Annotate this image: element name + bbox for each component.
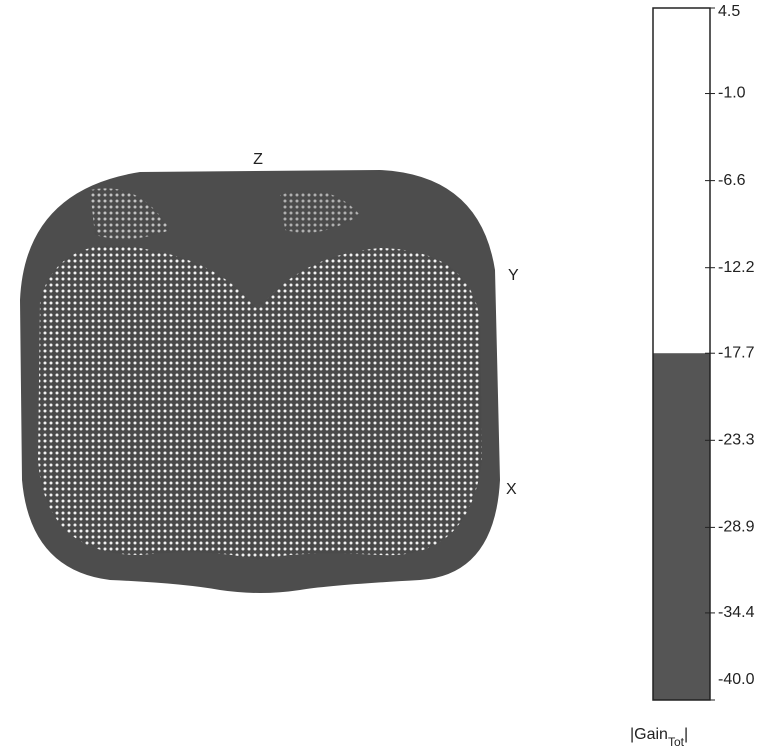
axis-label-x: X	[506, 481, 517, 498]
colorbar-lower	[653, 353, 710, 700]
colorbar-label-end: |	[684, 726, 688, 743]
colorbar-tick-label: -6.6	[718, 172, 746, 189]
axis-label-z: Z	[253, 151, 263, 168]
chart: Z Y X 4.5 -1.0 -6.6 -12.2 -17.7 -23.3 -28.9 -34…	[0, 0, 774, 754]
axis-label-y: Y	[508, 267, 519, 284]
colorbar-tick-label: -40.0	[718, 671, 755, 688]
colorbar-label-sub: Tot	[668, 735, 685, 749]
pattern-surface	[20, 170, 500, 593]
colorbar-label-main: |Gain	[630, 726, 668, 743]
colorbar-tick-label: -34.4	[718, 604, 755, 621]
colorbar-tick-label: 4.5	[718, 3, 740, 20]
colorbar-tick-label: -23.3	[718, 432, 755, 449]
colorbar: 4.5 -1.0 -6.6 -12.2 -17.7 -23.3 -28.9 -34.4 -40.…	[653, 3, 755, 700]
colorbar-tick-label: -1.0	[718, 85, 746, 102]
colorbar-tick-label: -12.2	[718, 259, 755, 276]
colorbar-tick-label: -17.7	[718, 344, 755, 361]
colorbar-upper	[653, 8, 710, 353]
colorbar-tick-label: -28.9	[718, 519, 755, 536]
colorbar-label: |GainTot|	[630, 726, 688, 749]
